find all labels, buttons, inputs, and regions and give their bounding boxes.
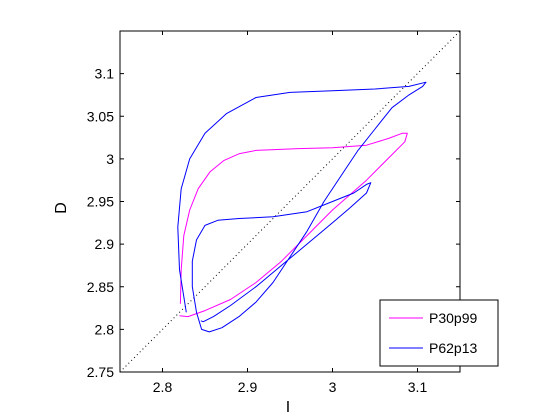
- series-line-p30p99: [179, 132, 408, 318]
- y-tick-label: 2.9: [95, 236, 115, 252]
- y-tick-label: 3.1: [95, 66, 115, 82]
- y-tick-label: 2.8: [95, 321, 115, 337]
- x-tick-label: 2.9: [238, 379, 258, 395]
- y-tick-label: 2.75: [87, 364, 114, 380]
- y-tick-label: 2.85: [87, 279, 114, 295]
- reference-diagonal: [119, 30, 461, 373]
- legend-label-p30p99: P30p99: [429, 310, 477, 326]
- y-tick-label: 3.05: [87, 108, 114, 124]
- legend-label-p62p13: P62p13: [429, 340, 477, 356]
- y-axis-label: D: [53, 202, 70, 214]
- y-axis-ticks: 2.75 2.8 2.85 2.9 2.95 3 3.05 3.1: [87, 66, 460, 380]
- legend: P30p99 P62p13: [379, 299, 499, 367]
- x-tick-label: 3.1: [408, 379, 428, 395]
- legend-box: [379, 299, 499, 367]
- y-tick-label: 2.95: [87, 194, 114, 210]
- series-lines: [177, 81, 427, 333]
- x-axis-ticks: 2.8 2.9 3 3.1: [153, 31, 428, 395]
- x-axis-label: I: [286, 399, 290, 416]
- x-tick-label: 3: [329, 379, 337, 395]
- reference-diagonal-line: [119, 30, 461, 373]
- series-line-p62p13: [177, 81, 427, 333]
- y-tick-label: 3: [106, 151, 114, 167]
- x-tick-label: 2.8: [153, 379, 173, 395]
